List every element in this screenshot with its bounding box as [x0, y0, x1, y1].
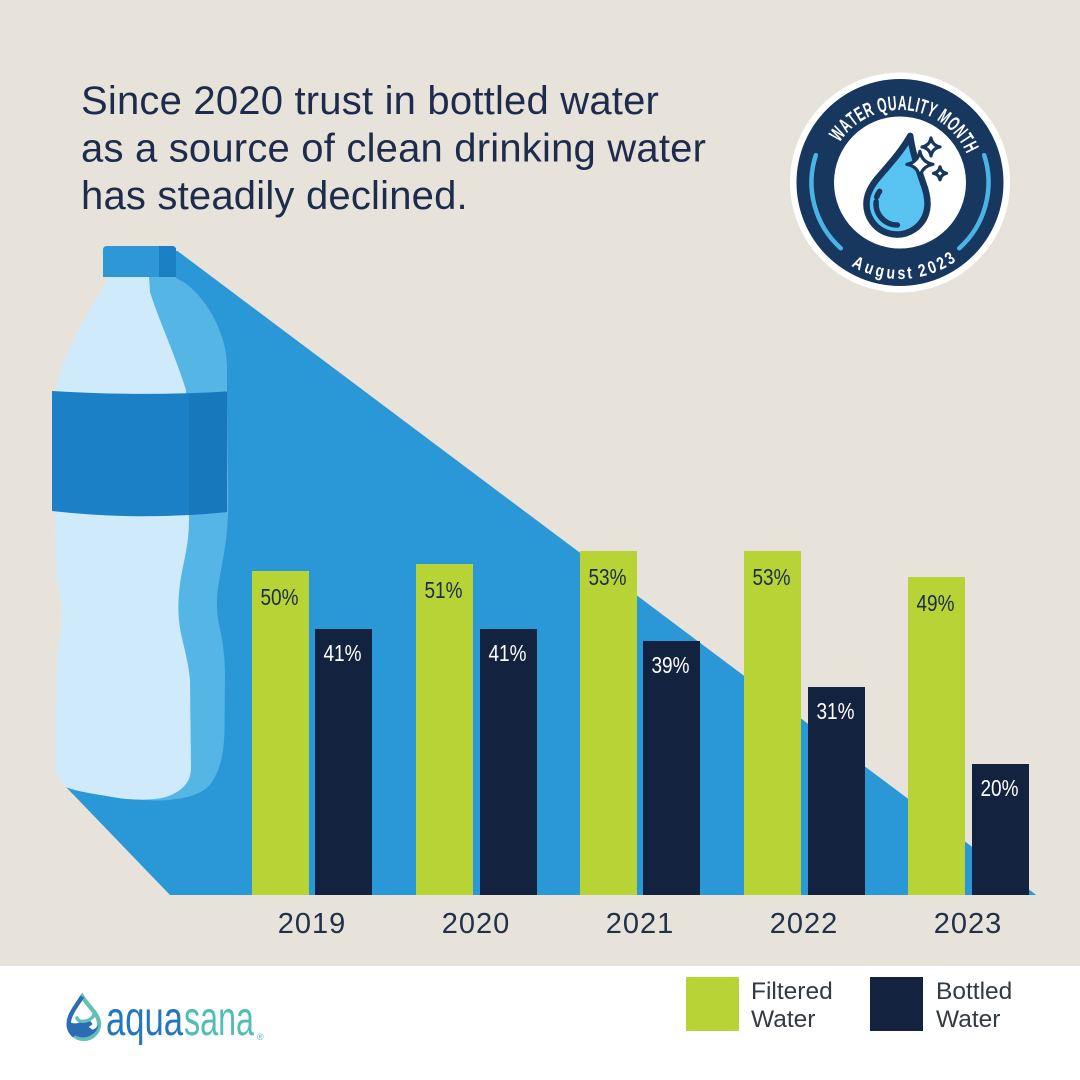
svg-text:Water: Water [936, 1006, 1000, 1033]
svg-text:u: u [886, 264, 896, 284]
svg-text:20%: 20% [981, 775, 1019, 801]
svg-text:s: s [897, 265, 905, 284]
svg-text:2020: 2020 [442, 908, 511, 940]
svg-text:U: U [887, 92, 898, 116]
svg-text:39%: 39% [652, 652, 690, 678]
svg-text:Since 2020 trust in bottled wa: Since 2020 trust in bottled water [81, 79, 659, 123]
svg-text:t: t [906, 264, 913, 283]
svg-text:50%: 50% [261, 584, 299, 610]
svg-text:sana: sana [184, 993, 254, 1046]
svg-text:I: I [913, 94, 921, 117]
svg-text:Bottled: Bottled [936, 978, 1012, 1005]
svg-text:53%: 53% [589, 564, 627, 590]
svg-text:Filtered: Filtered [751, 978, 833, 1005]
svg-text:49%: 49% [917, 590, 955, 616]
svg-text:Water: Water [751, 1006, 815, 1033]
svg-text:31%: 31% [817, 698, 855, 724]
svg-text:2022: 2022 [770, 908, 839, 940]
svg-text:®: ® [257, 1032, 264, 1042]
svg-text:A: A [898, 92, 907, 115]
svg-text:41%: 41% [324, 640, 362, 666]
svg-text:2021: 2021 [606, 908, 675, 940]
svg-text:53%: 53% [753, 564, 791, 590]
svg-text:51%: 51% [425, 577, 463, 603]
svg-text:as a source of clean drinking: as a source of clean drinking water [81, 127, 706, 171]
svg-text:g: g [874, 262, 886, 282]
svg-text:aqua: aqua [106, 993, 183, 1046]
svg-text:2023: 2023 [934, 908, 1003, 940]
svg-text:2019: 2019 [278, 908, 347, 940]
svg-text:41%: 41% [489, 640, 527, 666]
svg-text:L: L [906, 92, 917, 116]
svg-text:has steadily declined.: has steadily declined. [81, 174, 468, 218]
